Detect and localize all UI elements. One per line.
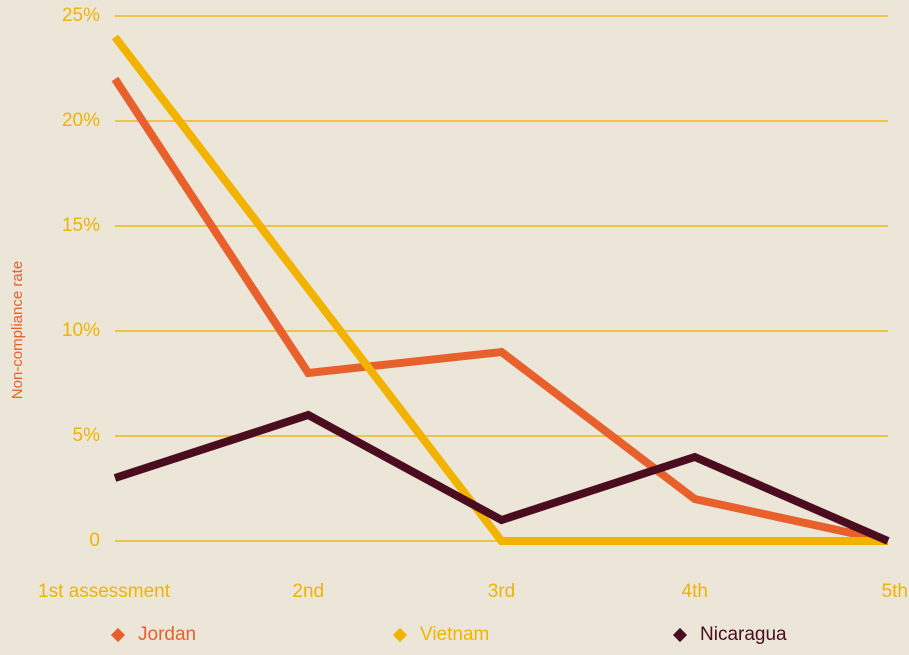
- legend-marker: [672, 627, 688, 643]
- legend-label: Nicaragua: [700, 624, 787, 645]
- y-tick-label: 20%: [62, 110, 100, 131]
- y-tick-label: 5%: [73, 425, 101, 446]
- legend-label: Jordan: [138, 624, 196, 645]
- legend-marker: [392, 627, 408, 643]
- y-tick-label: 25%: [62, 5, 100, 26]
- y-axis-label: Non-compliance rate: [9, 261, 26, 399]
- y-tick-label: 0: [89, 530, 100, 551]
- series-line: [111, 34, 888, 545]
- x-tick-label: 2nd: [292, 581, 324, 602]
- x-tick-label: 5th: [882, 581, 908, 602]
- y-tick-label: 15%: [62, 215, 100, 236]
- series-line: [111, 76, 889, 545]
- x-tick-label: 1st assessment: [38, 581, 171, 602]
- series-line: [113, 410, 890, 545]
- legend-marker: [110, 627, 126, 643]
- x-tick-label: 4th: [682, 581, 708, 602]
- y-tick-label: 10%: [62, 320, 100, 341]
- x-tick-label: 3rd: [488, 581, 515, 602]
- legend-label: Vietnam: [420, 624, 489, 645]
